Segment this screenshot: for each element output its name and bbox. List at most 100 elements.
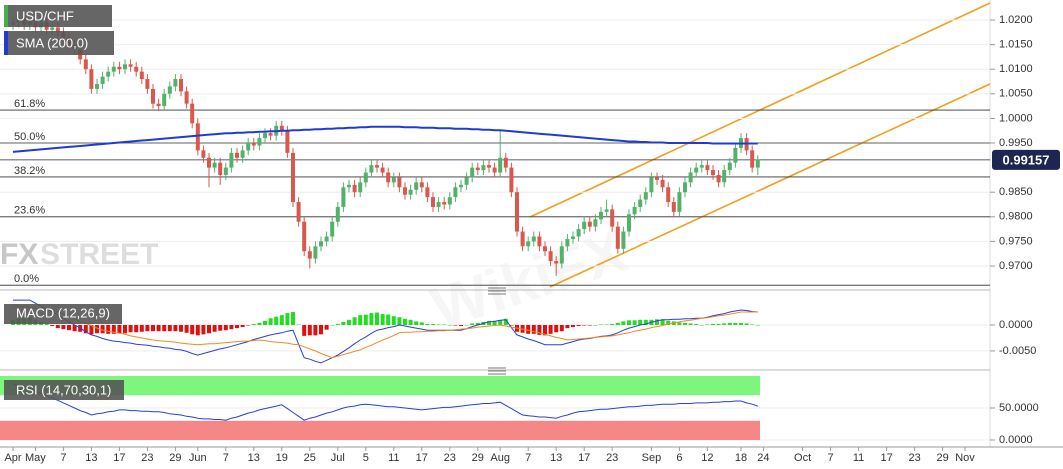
candle-body (235, 152, 239, 158)
candle-body (386, 172, 391, 183)
macd-histogram-bar (632, 320, 637, 325)
macd-histogram-bar (397, 317, 402, 325)
candle-body (571, 236, 575, 239)
watermark-fx: FX (0, 238, 38, 271)
macd-histogram-bar (375, 312, 379, 325)
y-tick-label: -0.0050 (999, 345, 1036, 357)
macd-histogram-bar (425, 323, 430, 325)
macd-histogram-bar (369, 313, 374, 325)
macd-histogram-bar (341, 321, 346, 325)
candle-body (554, 261, 559, 264)
y-tick-label: 0.9700 (999, 260, 1033, 272)
x-tick-label: 17 (578, 452, 590, 464)
candle-body (89, 69, 94, 89)
x-tick-label: 12 (701, 452, 713, 464)
candle-body (671, 202, 676, 212)
candle-body (515, 192, 519, 232)
macd-histogram-bar (453, 325, 458, 326)
macd-histogram-bar (587, 325, 592, 326)
macd-histogram-bar (750, 324, 755, 325)
candle-body (727, 162, 732, 171)
candle-body (139, 71, 144, 80)
panel-grip[interactable] (488, 287, 506, 375)
macd-histogram-bar (610, 323, 615, 325)
candle-body (218, 162, 223, 175)
candle-body (705, 165, 710, 171)
macd-histogram-bar (246, 325, 251, 326)
macd-histogram-bar (179, 325, 183, 332)
candle-body (375, 165, 379, 168)
macd-histogram-bar (100, 325, 105, 334)
macd-histogram-bar (167, 325, 172, 332)
macd-histogram-bar (72, 325, 77, 332)
macd-histogram-bar (223, 325, 228, 331)
macd-histogram-bar (554, 325, 559, 333)
macd-histogram-bar (492, 320, 497, 325)
x-tick-label: 23 (141, 452, 153, 464)
candle-body (307, 251, 312, 259)
y-tick-label: 1.0150 (999, 39, 1033, 51)
y-tick-label: 1.0100 (999, 63, 1033, 75)
macd-histogram-bar (638, 319, 643, 325)
candle-body (677, 192, 682, 212)
candle-body (436, 202, 441, 207)
x-tick-label: 29 (169, 452, 181, 464)
candle-body (481, 165, 486, 171)
candle-body (195, 123, 200, 151)
y-tick-label: 0.9800 (999, 211, 1033, 223)
candle-body (167, 86, 172, 94)
macd-histogram-bar (330, 325, 335, 326)
x-tick-label: 11 (853, 452, 864, 464)
macd-histogram-bar (666, 320, 671, 325)
candle-body (380, 167, 385, 173)
candle-body (543, 246, 547, 252)
macd-histogram-bar (296, 324, 301, 325)
candle-body (442, 202, 447, 205)
macd-histogram-bar (599, 324, 603, 325)
macd-histogram-bar (739, 322, 743, 325)
candle-body (604, 209, 609, 212)
macd-histogram-bar (257, 322, 262, 325)
macd-histogram-bar (722, 323, 727, 325)
candle-body (531, 236, 536, 242)
legend: USD/CHF SMA (200,0) MACD (12,26,9) RSI (… (4, 5, 124, 400)
macd-histogram-bar (263, 320, 267, 325)
macd-histogram-bar (464, 325, 469, 326)
x-tick-label: 17 (416, 452, 428, 464)
macd-histogram-bar (627, 320, 631, 325)
macd-histogram-bar (705, 324, 710, 325)
candle-body (319, 241, 323, 247)
candle-body (699, 165, 704, 168)
macd-histogram-bar (61, 325, 66, 330)
macd-histogram-bar (677, 322, 682, 325)
macd-histogram-bar (403, 318, 407, 325)
macd-histogram-bar (89, 325, 94, 335)
macd-histogram-bar (699, 325, 704, 326)
macd-histogram-bar (436, 324, 441, 325)
fib-label: 50.0% (14, 131, 45, 143)
macd-histogram-bar (240, 325, 245, 328)
macd-line (13, 299, 758, 364)
candle-body (212, 162, 217, 168)
macd-histogram-bar (688, 323, 693, 325)
candle-body (207, 157, 211, 168)
macd-histogram-bar (380, 314, 385, 325)
macd-histogram-bar (593, 325, 598, 326)
x-tick-label: 7 (223, 452, 229, 464)
y-tick-label: 0.9950 (999, 137, 1033, 149)
x-tick-label: 29 (472, 452, 484, 464)
candle-body (173, 79, 178, 87)
candle-body (268, 133, 273, 136)
candle-body (229, 152, 234, 168)
macd-histogram-bar (173, 325, 178, 332)
candle-body (660, 179, 665, 188)
candle-body (722, 170, 727, 183)
signal-line (12, 304, 758, 359)
macd-histogram-bar (235, 325, 239, 329)
x-tick-label: 25 (304, 452, 316, 464)
x-tick-label: Jun (189, 452, 207, 464)
candle-body (190, 103, 195, 124)
macd-histogram-bar (212, 325, 217, 332)
macd-histogram-bar (503, 318, 508, 325)
